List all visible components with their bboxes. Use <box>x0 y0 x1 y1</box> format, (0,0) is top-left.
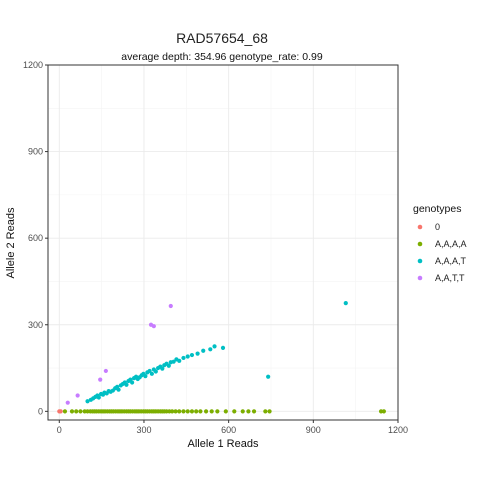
data-point <box>266 374 271 379</box>
legend-label: 0 <box>435 222 440 232</box>
data-point <box>189 352 195 358</box>
plot-panel-border <box>47 64 399 421</box>
y-tick-label: 1200 <box>23 60 43 70</box>
data-point <box>240 409 245 414</box>
x-tick-label: 900 <box>306 425 321 435</box>
data-point <box>153 369 158 374</box>
data-point <box>251 409 257 414</box>
data-point <box>58 409 63 414</box>
data-point <box>381 409 386 414</box>
data-point <box>203 409 209 414</box>
legend-title: genotypes <box>413 203 461 215</box>
legend-label: A,A,A,T <box>435 256 467 266</box>
data-point <box>189 409 195 414</box>
legend-key <box>417 258 423 264</box>
data-point <box>116 387 121 392</box>
axis-ticks: 0 300 600 900 1200 0 300 600 900 1200 <box>23 60 408 435</box>
y-tick-label: 600 <box>28 233 43 243</box>
data-point <box>263 409 268 414</box>
data-point <box>96 395 101 400</box>
legend: genotypes 0 A,A,A,A A,A,A,T A,A,T,T <box>413 203 467 283</box>
data-point <box>171 359 176 364</box>
data-point <box>62 409 68 414</box>
legend-items: 0 A,A,A,A A,A,A,T A,A,T,T <box>417 222 467 283</box>
data-point <box>170 409 175 414</box>
y-tick-label: 0 <box>38 406 43 416</box>
data-point <box>173 409 178 414</box>
y-tick-label: 300 <box>28 320 43 330</box>
data-point <box>246 409 251 414</box>
data-point <box>166 363 171 368</box>
data-point <box>69 409 75 414</box>
data-point <box>65 400 70 405</box>
data-point <box>232 409 237 414</box>
data-point <box>215 409 220 414</box>
x-tick-label: 600 <box>221 425 236 435</box>
data-point <box>151 324 156 329</box>
legend-key <box>417 241 423 247</box>
data-point <box>160 366 165 371</box>
data-point <box>78 409 83 414</box>
data-point <box>195 351 200 356</box>
data-point <box>177 409 182 414</box>
series-aaat <box>85 301 348 404</box>
data-point <box>103 368 108 374</box>
data-point <box>208 347 213 352</box>
chart-title: RAD57654_68 <box>176 30 268 46</box>
data-point <box>223 409 228 414</box>
data-point <box>185 409 190 414</box>
data-point <box>177 358 182 363</box>
data-point <box>267 409 272 414</box>
legend-key <box>417 224 423 230</box>
data-point <box>149 371 154 376</box>
legend-label: A,A,T,T <box>435 273 465 283</box>
y-axis-title: Allele 2 Reads <box>5 207 17 278</box>
data-point <box>85 399 90 404</box>
data-point <box>194 409 199 414</box>
data-point <box>75 393 80 398</box>
x-axis-title: Allele 1 Reads <box>188 438 259 450</box>
data-point <box>124 382 129 387</box>
series-aaaa <box>62 409 386 414</box>
data-point <box>143 374 148 379</box>
data-point <box>198 409 203 414</box>
data-point <box>130 380 135 385</box>
data-point <box>181 355 186 361</box>
chart-subtitle: average depth: 354.96 genotype_rate: 0.9… <box>121 51 323 63</box>
data-point <box>185 354 190 359</box>
data-point <box>209 409 214 414</box>
data-point <box>168 303 173 309</box>
x-tick-label: 300 <box>136 425 151 435</box>
data-point <box>147 368 152 374</box>
x-tick-label: 0 <box>57 425 62 435</box>
data-point <box>343 301 348 306</box>
legend-label: A,A,A,A <box>435 239 467 249</box>
data-point <box>74 409 79 414</box>
legend-key <box>417 275 423 281</box>
series-0 <box>57 409 63 414</box>
x-tick-label: 1200 <box>388 425 408 435</box>
y-tick-label: 900 <box>28 147 43 157</box>
data-point <box>181 409 186 414</box>
data-point <box>220 345 226 350</box>
data-points <box>57 301 386 414</box>
data-point <box>212 344 217 349</box>
data-point <box>98 377 103 382</box>
data-point <box>201 348 206 353</box>
series-aatt <box>65 303 173 405</box>
